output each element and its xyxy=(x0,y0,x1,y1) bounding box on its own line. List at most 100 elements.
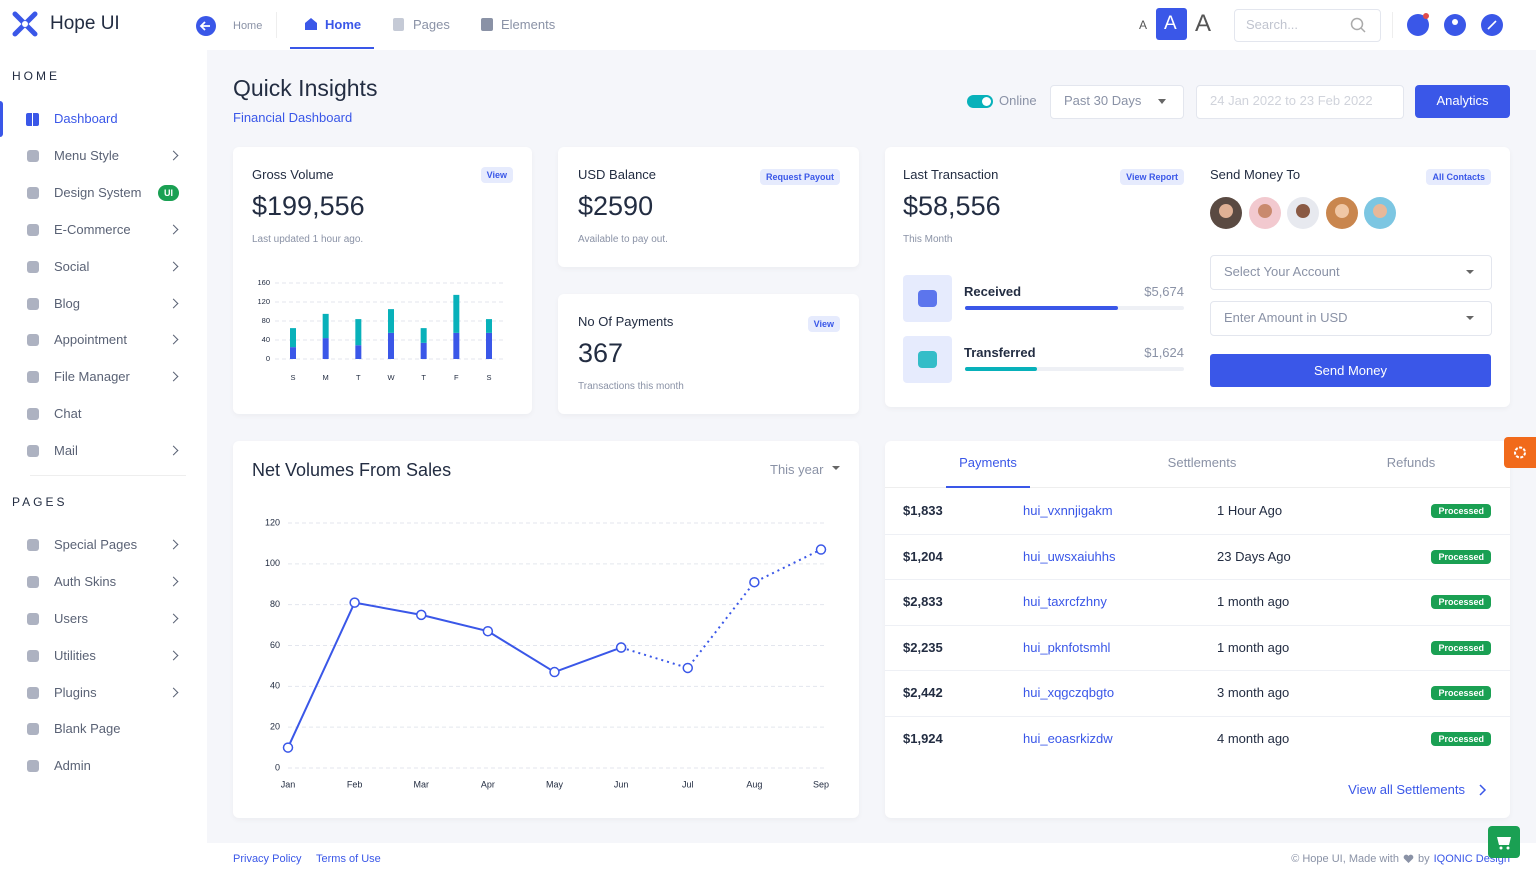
divider xyxy=(276,12,277,38)
card-link[interactable]: View xyxy=(480,167,513,183)
heart-icon xyxy=(1403,854,1414,863)
menu-icon xyxy=(27,650,39,662)
card-link[interactable]: All Contacts xyxy=(1426,169,1491,185)
menu-item[interactable]: Design System xyxy=(54,185,142,200)
menu-icon xyxy=(27,760,39,772)
footer-credit: © Hope UI, Made with by IQONIC Design xyxy=(1291,849,1510,869)
menu-item[interactable]: Plugins xyxy=(54,685,97,700)
transaction-id[interactable]: hui_xqgczqbgto xyxy=(1023,685,1115,701)
transaction-id[interactable]: hui_pknfotsmhl xyxy=(1023,639,1111,655)
font-size-large[interactable]: A xyxy=(1195,10,1212,37)
transaction-icon-glyph xyxy=(918,290,937,307)
breadcrumb[interactable]: Home xyxy=(233,20,263,32)
transaction-id[interactable]: hui_eoasrkizdw xyxy=(1023,731,1113,746)
menu-item[interactable]: Admin xyxy=(54,758,91,773)
settlements-link[interactable]: View all Settlements xyxy=(1348,782,1465,797)
card-label: No Of Payments xyxy=(578,314,674,329)
progress-track xyxy=(965,367,1184,371)
active-indicator xyxy=(0,101,3,137)
card-label: Last Transaction xyxy=(903,167,999,182)
menu-item[interactable]: Users xyxy=(54,611,88,626)
analytics-button-label[interactable]: Analytics xyxy=(1436,93,1489,108)
transaction-id[interactable]: hui_taxrcfzhny xyxy=(1023,594,1107,610)
transaction-label: Transferred xyxy=(964,345,1036,360)
cart-button[interactable] xyxy=(1488,826,1520,858)
menu-item[interactable]: Menu Style xyxy=(54,148,120,163)
font-size-active[interactable] xyxy=(1156,8,1187,40)
menu-item[interactable]: Utilities xyxy=(54,648,96,663)
menu-item[interactable]: Mail xyxy=(54,443,78,458)
menu-item[interactable]: Social xyxy=(54,259,90,274)
menu-item[interactable]: Chat xyxy=(54,406,82,421)
account-select[interactable] xyxy=(1210,255,1492,290)
settings-button[interactable] xyxy=(1504,437,1536,468)
card-note: Available to pay out. xyxy=(578,234,668,245)
footer-link[interactable]: Terms of Use xyxy=(316,853,381,865)
header-icons[interactable] xyxy=(1405,12,1505,38)
gross-volume-card xyxy=(233,147,532,414)
tab-divider xyxy=(885,487,1510,488)
progress-bar xyxy=(965,367,1038,371)
amount: $2,442 xyxy=(903,685,943,701)
row-divider xyxy=(885,534,1510,535)
date-range-input[interactable] xyxy=(1196,85,1404,119)
back-button[interactable] xyxy=(196,16,216,36)
home-icon xyxy=(305,18,317,30)
send-button[interactable] xyxy=(1210,354,1491,387)
card-link[interactable]: View xyxy=(807,316,840,332)
nav-tab[interactable]: Elements xyxy=(501,17,556,32)
menu-icon xyxy=(27,150,39,162)
menu-item[interactable]: Blank Page xyxy=(54,721,121,736)
search-placeholder: Search... xyxy=(1246,17,1299,32)
card-label: Send Money To xyxy=(1210,167,1301,182)
menu-item[interactable]: Auth Skins xyxy=(54,574,117,589)
menu-icon xyxy=(27,687,39,699)
menu-item[interactable]: Blog xyxy=(54,296,81,311)
transactions-card xyxy=(885,441,1510,818)
send-button-label[interactable]: Send Money xyxy=(1314,363,1387,378)
menu-item[interactable]: Special Pages xyxy=(54,537,138,552)
transaction-time: 1 month ago xyxy=(1217,594,1290,610)
amount: $1,833 xyxy=(903,503,943,518)
menu-icon xyxy=(27,224,39,236)
footer-link[interactable]: Privacy Policy xyxy=(233,853,302,865)
tab[interactable]: Refunds xyxy=(1386,455,1436,470)
card-value: $2590 xyxy=(578,191,654,221)
amount-input[interactable] xyxy=(1210,301,1492,336)
amount: $1,924 xyxy=(903,731,943,746)
menu-item[interactable]: Dashboard xyxy=(54,111,118,126)
transaction-label: Received xyxy=(964,284,1022,299)
menu-item[interactable]: File Manager xyxy=(54,369,130,384)
amount-placeholder: Enter Amount in USD xyxy=(1224,310,1348,325)
transaction-id[interactable]: hui_uwsxaiuhhs xyxy=(1023,548,1116,564)
card-value: 367 xyxy=(578,338,624,368)
tab[interactable]: Payments xyxy=(959,455,1017,470)
caret xyxy=(1158,99,1166,104)
tab[interactable]: Settlements xyxy=(1167,455,1237,470)
pages-icon xyxy=(393,18,404,31)
brand[interactable]: Hope UI xyxy=(50,13,120,34)
contact-avatars[interactable] xyxy=(1208,195,1408,231)
period-dropdown[interactable]: This year xyxy=(770,462,824,477)
card-link[interactable]: View Report xyxy=(1120,169,1184,185)
section-title: PAGES xyxy=(12,495,68,509)
menu-item[interactable]: Appointment xyxy=(54,332,127,347)
analytics-button[interactable] xyxy=(1415,85,1510,118)
progress-bar xyxy=(965,306,1119,310)
toggle-label: Online xyxy=(999,93,1037,108)
status-badge: Processed xyxy=(1431,732,1491,746)
transaction-amount: $1,624 xyxy=(1144,345,1184,360)
menu-icon xyxy=(27,298,39,310)
menu-icon xyxy=(26,113,39,126)
font-size-small[interactable]: A xyxy=(1139,18,1148,32)
net-volumes-card xyxy=(233,441,859,818)
nav-tab[interactable]: Pages xyxy=(413,17,450,32)
transaction-id[interactable]: hui_vxnnjigakm xyxy=(1023,503,1113,518)
menu-item[interactable]: E-Commerce xyxy=(54,222,131,237)
card-link[interactable]: Request Payout xyxy=(759,169,840,185)
font-size-medium[interactable]: A xyxy=(1164,13,1177,34)
menu-icon xyxy=(27,445,39,457)
online-toggle[interactable] xyxy=(967,95,993,108)
nav-tab[interactable]: Home xyxy=(325,17,362,32)
search-box[interactable] xyxy=(1234,9,1381,42)
